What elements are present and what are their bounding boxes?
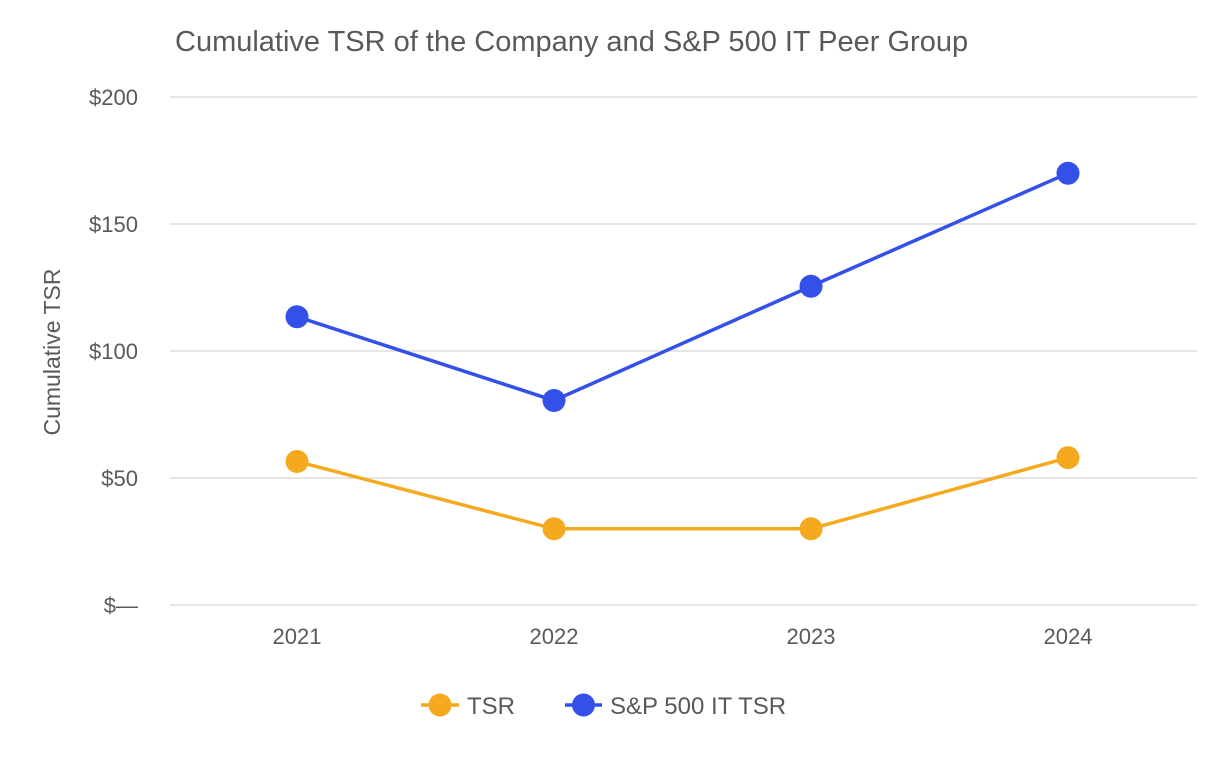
y-tick-label: $50 xyxy=(101,466,138,491)
series-sp500-it-tsr xyxy=(285,161,1080,413)
y-tick-label: $200 xyxy=(89,85,138,110)
legend-item: TSR xyxy=(421,693,515,720)
x-tick-label: 2024 xyxy=(1044,624,1093,649)
data-point xyxy=(1056,161,1080,185)
y-axis-label: Cumulative TSR xyxy=(39,268,65,435)
legend-marker xyxy=(572,693,595,717)
y-tick-label: $100 xyxy=(89,339,138,364)
x-tick-label: 2022 xyxy=(530,624,579,649)
y-tick-label: $150 xyxy=(89,212,138,237)
series-line xyxy=(296,455,1069,531)
series-line xyxy=(296,171,1069,403)
legend-label: TSR xyxy=(467,693,515,720)
data-point xyxy=(799,274,823,298)
data-point xyxy=(542,389,566,413)
legend: TSR S&P 500 IT TSR xyxy=(421,693,786,720)
data-point xyxy=(542,517,566,541)
legend-item: S&P 500 IT TSR xyxy=(565,693,786,720)
series-tsr xyxy=(285,446,1080,541)
x-axis-ticks: 2021 2022 2023 2024 xyxy=(273,624,1093,649)
legend-label: S&P 500 IT TSR xyxy=(610,693,786,720)
chart-title: Cumulative TSR of the Company and S&P 50… xyxy=(175,26,969,58)
data-point xyxy=(285,305,309,329)
x-tick-label: 2023 xyxy=(787,624,836,649)
series-layer xyxy=(285,161,1080,541)
gridlines xyxy=(170,96,1197,606)
data-point xyxy=(285,449,309,473)
x-tick-label: 2021 xyxy=(273,624,322,649)
data-point xyxy=(799,517,823,541)
y-tick-label: $— xyxy=(104,593,138,618)
data-point xyxy=(1056,446,1080,470)
legend-marker xyxy=(428,693,452,717)
y-axis-ticks: $— $50 $100 $150 $200 xyxy=(89,85,138,618)
